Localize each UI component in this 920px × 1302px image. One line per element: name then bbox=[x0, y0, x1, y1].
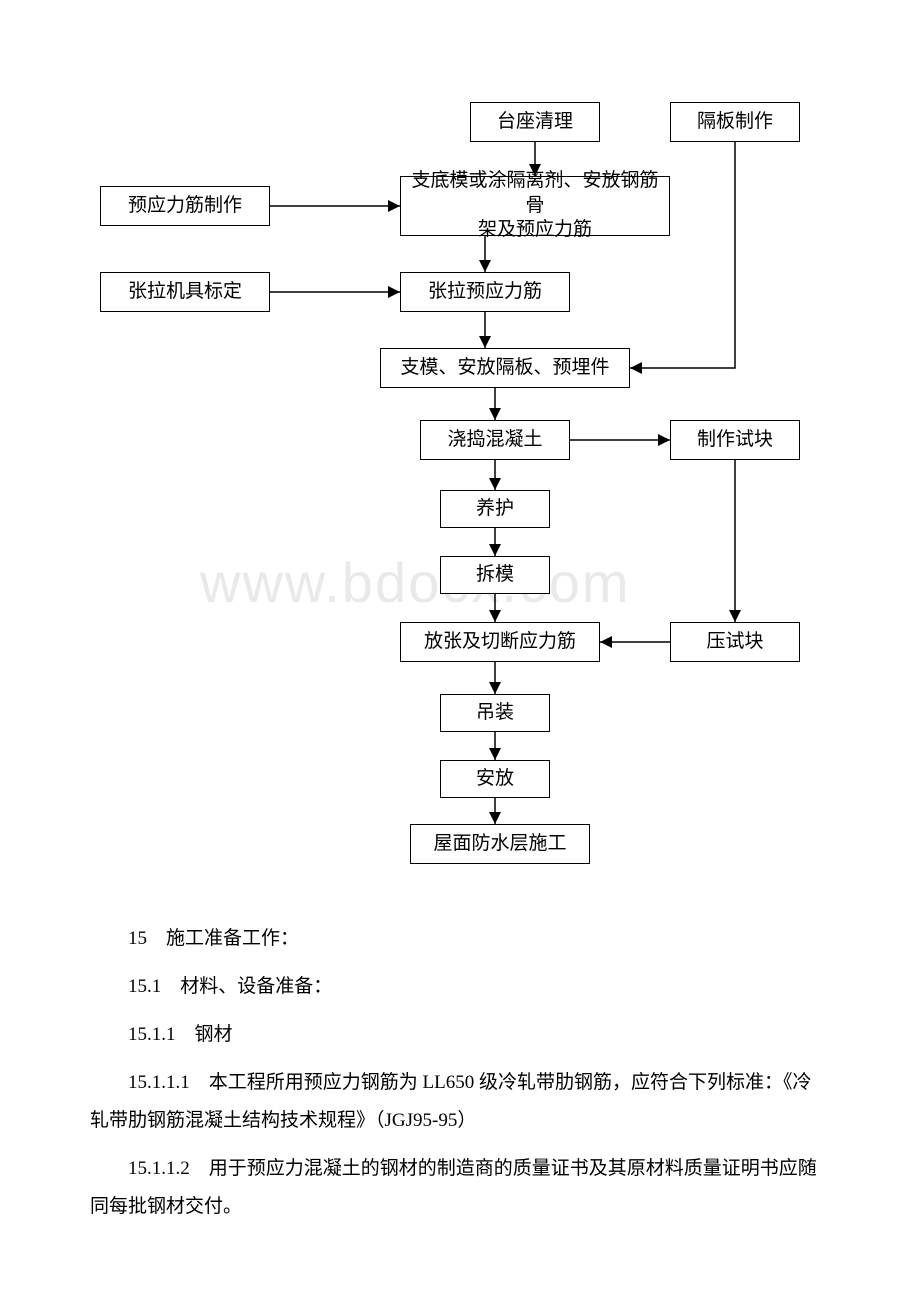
node-pour: 浇捣混凝土 bbox=[420, 420, 570, 460]
node-release: 放张及切断应力筋 bbox=[400, 622, 600, 662]
flowchart-diagram: www.bdocx.com 台座清理 隔板制作 预应力筋制作 支底模或涂隔离剂、… bbox=[0, 0, 920, 860]
node-test-block: 制作试块 bbox=[670, 420, 800, 460]
node-roof-waterproof: 屋面防水层施工 bbox=[410, 824, 590, 864]
node-place: 安放 bbox=[440, 760, 550, 798]
node-bottom-form: 支底模或涂隔离剂、安放钢筋骨 架及预应力筋 bbox=[400, 176, 670, 236]
node-formwork: 支模、安放隔板、预埋件 bbox=[380, 348, 630, 388]
node-hoist: 吊装 bbox=[440, 694, 550, 732]
para-15: 15 施工准备工作： bbox=[90, 920, 830, 958]
node-strip: 拆模 bbox=[440, 556, 550, 594]
watermark: www.bdocx.com bbox=[200, 550, 631, 615]
para-15-1: 15.1 材料、设备准备： bbox=[90, 968, 830, 1006]
document-page: www.bdocx.com 台座清理 隔板制作 预应力筋制作 支底模或涂隔离剂、… bbox=[0, 0, 920, 1302]
node-tension: 张拉预应力筋 bbox=[400, 272, 570, 312]
node-jack-calibrate: 张拉机具标定 bbox=[100, 272, 270, 312]
node-platform-clean: 台座清理 bbox=[470, 102, 600, 142]
node-prestress-make: 预应力筋制作 bbox=[100, 186, 270, 226]
para-15-1-1-1: 15.1.1.1 本工程所用预应力钢筋为 LL650 级冷轧带肋钢筋，应符合下列… bbox=[90, 1064, 830, 1140]
node-press-block: 压试块 bbox=[670, 622, 800, 662]
node-curing: 养护 bbox=[440, 490, 550, 528]
para-15-1-1: 15.1.1 钢材 bbox=[90, 1016, 830, 1054]
body-text: 15 施工准备工作： 15.1 材料、设备准备： 15.1.1 钢材 15.1.… bbox=[90, 920, 830, 1236]
node-partition-make: 隔板制作 bbox=[670, 102, 800, 142]
para-15-1-1-2: 15.1.1.2 用于预应力混凝土的钢材的制造商的质量证书及其原材料质量证明书应… bbox=[90, 1150, 830, 1226]
